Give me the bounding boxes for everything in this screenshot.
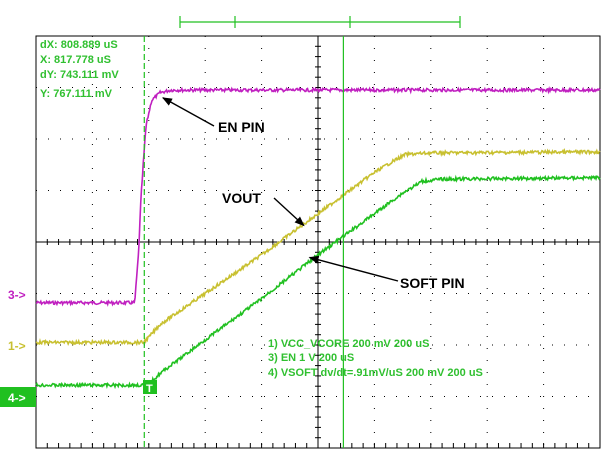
trigger-marker: T xyxy=(146,383,153,395)
settings-line-1: 1) VCC_VCORE 200 mV 200 uS xyxy=(268,338,429,350)
trigger-marker-box xyxy=(143,380,157,394)
cursor-dx-readout: dX: 808.889 uS xyxy=(40,39,118,51)
cursor-dy-readout: dY: 743.111 mV xyxy=(40,69,119,81)
cursor-x-readout: X: 817.778 uS xyxy=(40,54,111,66)
ch4-marker: 4-> xyxy=(8,391,26,405)
cursor-bracket xyxy=(179,16,461,28)
annotation-vout: VOUT xyxy=(222,190,261,206)
settings-line-3: 4) VSOFT dv/dt=.91mV/uS 200 mV 200 uS xyxy=(268,367,483,379)
annotation-arrow xyxy=(273,197,305,227)
cursor-lines xyxy=(143,36,344,448)
graticule xyxy=(35,35,601,449)
annotation-en-pin: EN PIN xyxy=(218,119,265,135)
annotation-arrow xyxy=(308,255,399,282)
ch1-marker: 1-> xyxy=(8,339,26,353)
annotation-soft-pin: SOFT PIN xyxy=(400,275,465,291)
trace-ch4 xyxy=(35,174,601,390)
ch4-marker-box xyxy=(0,387,36,407)
cursor-y-readout: Y: 767.111 mV xyxy=(40,88,113,100)
trace-ch3 xyxy=(35,85,601,307)
annotation-arrow xyxy=(162,97,215,127)
trace-ch1 xyxy=(35,147,601,347)
ch3-marker: 3-> xyxy=(8,288,26,302)
waveform-traces xyxy=(35,85,601,390)
settings-line-2: 3) EN 1 V 200 uS xyxy=(268,352,354,364)
annotation-arrows xyxy=(162,97,399,282)
